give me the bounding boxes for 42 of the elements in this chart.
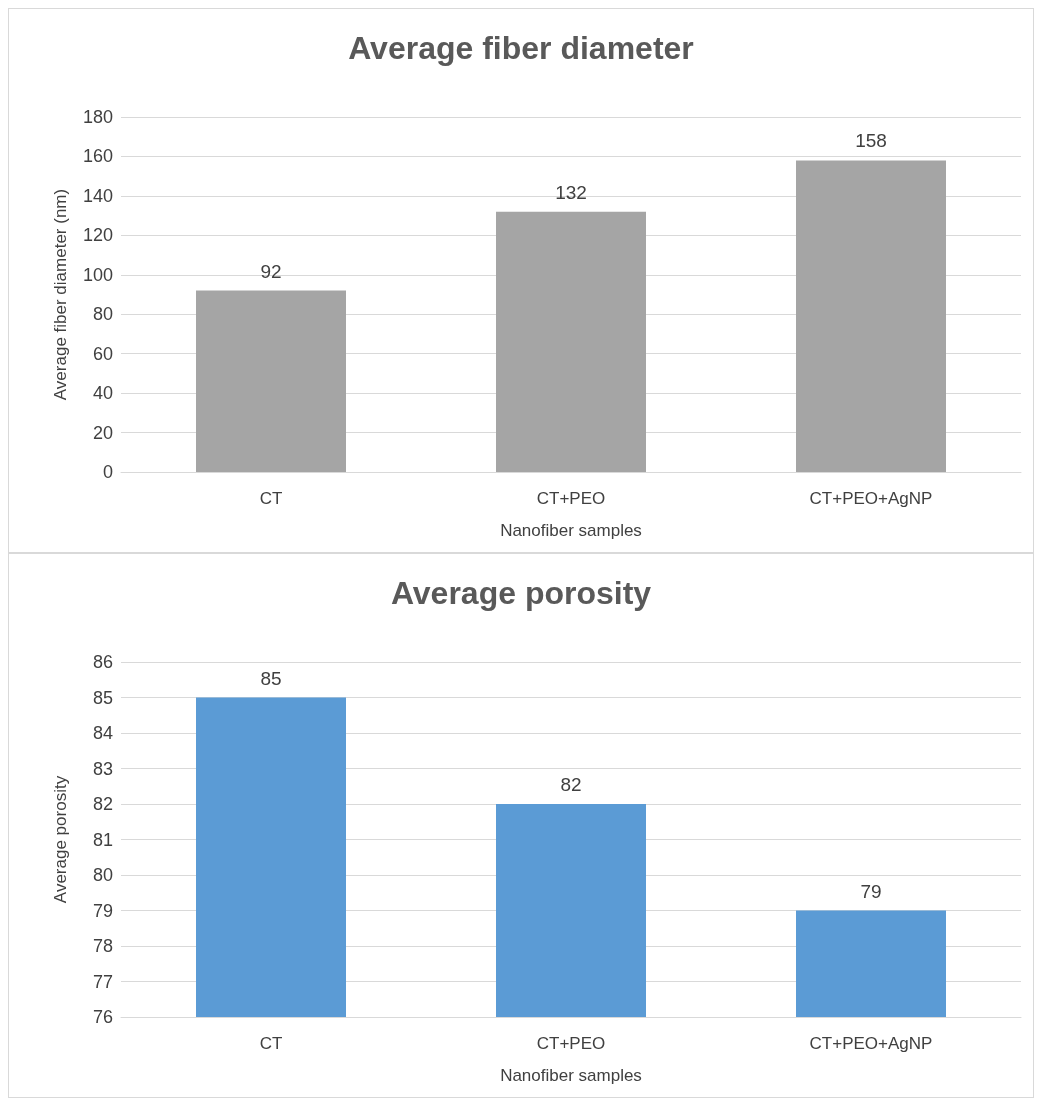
y-tick-label: 85 bbox=[92, 687, 113, 708]
y-tick-label: 20 bbox=[92, 422, 113, 443]
y-tick-label: 76 bbox=[92, 1007, 113, 1027]
y-tick-label: 160 bbox=[82, 146, 113, 167]
y-tick-label: 100 bbox=[82, 264, 113, 285]
y-tick-label: 81 bbox=[92, 829, 113, 850]
y-tick-label: 140 bbox=[82, 185, 113, 206]
x-tick-label: CT bbox=[259, 489, 283, 508]
y-tick-label: 86 bbox=[92, 652, 113, 672]
y-tick-label: 80 bbox=[92, 304, 113, 325]
data-label: 85 bbox=[260, 667, 282, 689]
data-label: 82 bbox=[560, 774, 582, 795]
data-label: 92 bbox=[260, 260, 282, 282]
x-tick-label: CT+PEO bbox=[536, 1034, 606, 1053]
bar bbox=[496, 211, 646, 472]
y-tick-label: 60 bbox=[92, 343, 113, 364]
y-tick-label: 80 bbox=[92, 865, 113, 885]
y-tick-label: 78 bbox=[92, 936, 113, 956]
y-tick-label: 79 bbox=[92, 900, 113, 921]
data-label: 132 bbox=[555, 181, 587, 203]
y-tick-label: 77 bbox=[92, 971, 113, 992]
y-axis-title: Average porosity bbox=[51, 775, 70, 904]
data-label: 79 bbox=[860, 880, 882, 902]
data-label: 158 bbox=[855, 130, 887, 152]
y-tick-label: 180 bbox=[82, 107, 113, 127]
bar bbox=[196, 290, 346, 472]
x-tick-label: CT bbox=[259, 1034, 283, 1053]
y-tick-label: 0 bbox=[102, 462, 113, 482]
y-tick-label: 40 bbox=[92, 383, 113, 404]
x-axis-title: Nanofiber samples bbox=[500, 1066, 642, 1085]
y-tick-label: 82 bbox=[92, 794, 113, 814]
x-tick-label: CT+PEO+AgNP bbox=[809, 1034, 933, 1053]
chart-title: Average porosity bbox=[390, 575, 652, 611]
x-tick-label: CT+PEO bbox=[536, 489, 606, 508]
y-tick-label: 120 bbox=[82, 225, 113, 246]
x-axis-title: Nanofiber samples bbox=[500, 521, 642, 540]
bar bbox=[796, 160, 946, 472]
y-tick-label: 84 bbox=[92, 723, 113, 743]
x-tick-label: CT+PEO+AgNP bbox=[809, 489, 933, 508]
y-tick-label: 83 bbox=[92, 758, 113, 779]
y-axis-title: Average fiber diameter (nm) bbox=[51, 188, 70, 401]
chart-title: Average fiber diameter bbox=[348, 30, 694, 66]
